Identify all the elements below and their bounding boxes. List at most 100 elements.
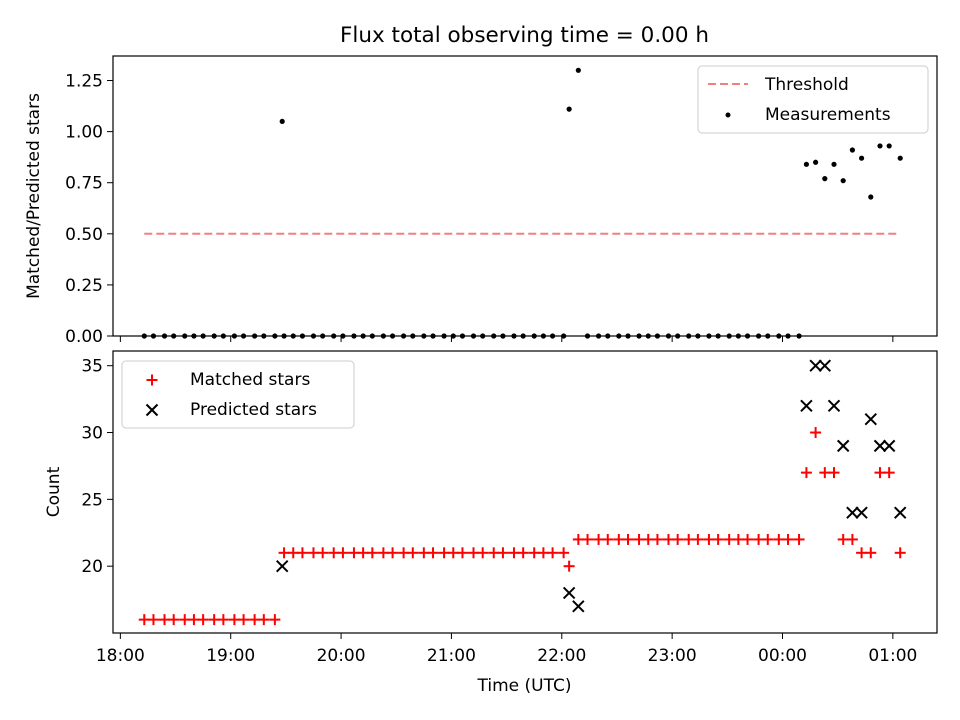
bottom-xtick-label: 23:00 <box>648 646 697 666</box>
predicted-star-marker <box>882 439 896 453</box>
matched-star-marker <box>447 547 459 559</box>
predicted-star-marker-b <box>276 559 289 573</box>
measurement-point <box>566 106 572 112</box>
predicted-star-marker-b <box>882 439 896 453</box>
predicted-star-marker <box>809 359 822 372</box>
predicted-star-marker-b <box>800 399 813 413</box>
matched-star-marker <box>846 533 858 545</box>
matched-star-marker <box>387 547 399 559</box>
top-ytick-label: 0.00 <box>65 327 103 347</box>
predicted-star-marker <box>572 600 585 613</box>
bottom-xtick-label: 00:00 <box>758 646 807 666</box>
matched-star-marker <box>732 533 744 545</box>
matched-star-marker <box>217 614 229 626</box>
predicted-star-marker-b <box>818 359 832 372</box>
predicted-star-marker-b <box>562 586 576 600</box>
matched-star-marker <box>517 547 529 559</box>
matched-star-marker <box>593 533 605 545</box>
legend-matched-label: Matched stars <box>190 370 310 390</box>
bottom-xticks: 18:00 19:00 20:00 21:00 22:00 23:00 00:00 01:00 <box>96 633 917 666</box>
matched-star-marker <box>602 533 614 545</box>
measurement-point <box>897 155 903 161</box>
matched-star-marker <box>348 547 360 559</box>
measurement-point <box>813 159 819 165</box>
matched-star-marker <box>672 533 684 545</box>
matched-star-marker <box>328 547 340 559</box>
matched-star-marker <box>208 614 220 626</box>
matched-star-marker <box>197 614 209 626</box>
matched-star-marker <box>762 533 774 545</box>
predicted-star-marker-b <box>572 600 585 613</box>
bottom-legend-box <box>121 360 355 429</box>
matched-star-marker <box>773 533 785 545</box>
matched-star-marker <box>508 547 520 559</box>
matched-star-marker <box>723 533 735 545</box>
measurement-point <box>803 161 810 167</box>
x-axis-label: Time (UTC) <box>477 676 572 696</box>
bottom-xtick-label: 21:00 <box>427 646 476 666</box>
matched-star-marker <box>703 533 715 545</box>
matched-star-marker <box>742 533 754 545</box>
matched-star-marker <box>782 533 794 545</box>
predicted-star-marker-b <box>894 506 907 519</box>
matched-star-marker <box>537 547 549 559</box>
predicted-star-marker <box>827 399 841 413</box>
matched-star-marker <box>258 614 270 626</box>
matched-star-marker <box>249 614 261 626</box>
matched-star-marker <box>563 560 575 572</box>
legend-measurements-swatch <box>725 112 731 118</box>
matched-star-marker <box>810 427 822 439</box>
top-legend-box <box>697 65 929 134</box>
matched-star-marker <box>337 547 349 559</box>
predicted-star-marker <box>894 506 907 519</box>
measurement-point <box>858 155 865 161</box>
chart-title: Flux total observing time = 0.00 h <box>340 23 709 48</box>
bottom-axes-frame <box>112 350 938 634</box>
matched-star-marker <box>456 547 468 559</box>
predicted-star-marker-b <box>827 399 841 413</box>
matched-star-marker <box>800 467 812 479</box>
matched-star-marker <box>572 533 584 545</box>
matched-star-marker <box>613 533 625 545</box>
predicted-star-marker <box>873 439 887 453</box>
bottom-ytick-label: 30 <box>81 424 103 444</box>
top-yticks: 0.00 0.25 0.50 0.75 1.00 1.25 <box>65 72 113 347</box>
matched-star-marker <box>168 614 180 626</box>
matched-star-marker <box>357 547 369 559</box>
matched-star-marker <box>547 547 559 559</box>
matched-star-marker <box>894 547 906 559</box>
predicted-star-marker <box>846 506 859 519</box>
top-ylabel: Matched/Predicted stars <box>24 93 44 299</box>
matched-star-marker <box>366 547 378 559</box>
predicted-star-marker-b <box>864 412 877 426</box>
measurement-point <box>849 147 855 153</box>
matched-star-marker <box>488 547 500 559</box>
matched-star-marker <box>837 533 849 545</box>
matched-star-marker <box>407 547 419 559</box>
matched-star-marker <box>159 614 170 626</box>
matched-star-marker <box>468 547 479 559</box>
matched-star-marker <box>883 467 895 479</box>
matched-star-marker <box>683 533 695 545</box>
matched-star-marker <box>269 614 281 626</box>
top-ytick-label: 1.25 <box>65 72 103 92</box>
matched-star-marker <box>662 533 674 545</box>
matched-star-marker <box>138 614 150 626</box>
bottom-panel: 20 25 30 35 18:00 19:00 20:00 21:00 22:00 23:00 0… <box>44 350 938 696</box>
bottom-legend: Matched stars Predicted stars <box>121 360 355 429</box>
predicted-star-marker <box>864 412 877 426</box>
predicted-star-marker-b <box>836 439 850 453</box>
measurement-point <box>877 143 883 149</box>
matched-star-marker <box>377 547 389 559</box>
top-panel: 0.00 0.25 0.50 0.75 1.00 1.25 Matched/Predict… <box>24 55 938 347</box>
bottom-xtick-label: 22:00 <box>537 646 586 666</box>
bottom-ytick-label: 25 <box>81 490 103 510</box>
top-legend: Threshold Measurements <box>697 65 929 134</box>
matched-star-marker <box>317 547 329 559</box>
matched-star-marker <box>398 547 410 559</box>
predicted-star-marker-b <box>809 359 822 372</box>
predicted-star-marker <box>818 359 832 372</box>
legend-threshold-label: Threshold <box>764 75 849 95</box>
bottom-points <box>138 359 907 626</box>
